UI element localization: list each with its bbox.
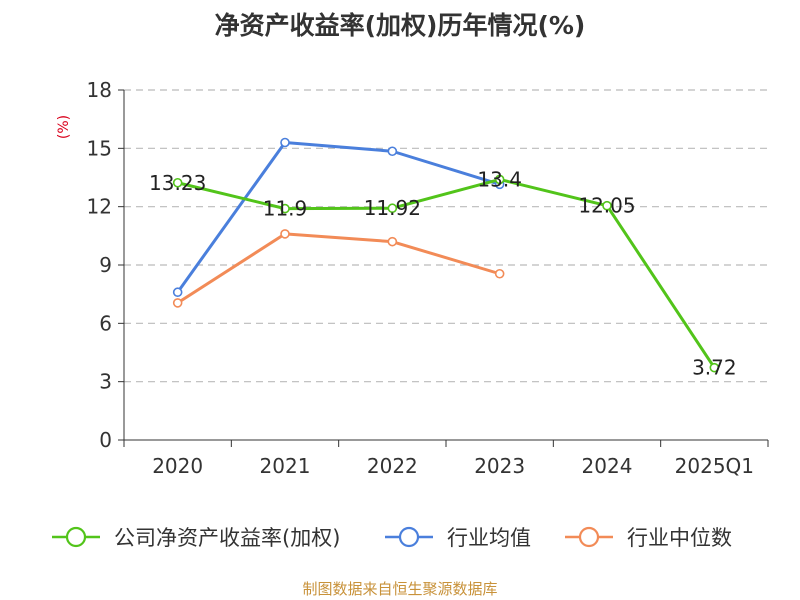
y-tick-label: 3: [99, 370, 112, 394]
legend-item-1[interactable]: 行业均值: [385, 526, 531, 550]
data-point: [494, 174, 505, 185]
legend-label: 公司净资产收益率(加权): [114, 526, 340, 550]
y-tick-label: 15: [87, 136, 112, 160]
data-point: [602, 200, 612, 211]
legend-marker: [398, 526, 420, 548]
source-footer: 制图数据来自恒生聚源数据库: [302, 580, 498, 598]
series-line-0: [177, 177, 716, 369]
y-tick-label: 0: [99, 428, 112, 452]
data-labels: 13.23 11.9 11.92 13.4 12.05 3.72: [149, 167, 737, 379]
x-tick-label: 2025Q1: [675, 454, 754, 478]
y-tick-label: 18: [87, 78, 112, 102]
legend-item-0[interactable]: 公司净资产收益率(加权): [52, 526, 340, 550]
data-point: [494, 268, 505, 279]
legend-item-2[interactable]: 行业中位数: [565, 526, 732, 550]
legend-marker: [65, 526, 87, 548]
data-label: 11.92: [364, 196, 421, 220]
x-tick-label: 2020: [152, 454, 203, 478]
data-point: [280, 203, 290, 214]
x-tick-label: 2021: [260, 454, 311, 478]
x-tick-label: 2023: [474, 454, 525, 478]
data-point: [387, 146, 398, 157]
data-label: 3.72: [692, 356, 737, 380]
data-label: 13.23: [149, 171, 206, 195]
data-point: [387, 236, 398, 247]
data-point: [280, 137, 290, 148]
legend-label: 行业均值: [447, 526, 531, 550]
axes: 0 3 6 9 12 15 18 (%) 2020 2021 2022 2023 2024 2025Q1: [56, 78, 769, 478]
legend-label: 行业中位数: [627, 526, 732, 550]
x-tick-label: 2022: [367, 454, 418, 478]
y-axis-label: (%): [56, 115, 72, 139]
grid-lines: [124, 89, 768, 383]
data-point: [709, 362, 720, 373]
x-tick-label: 2024: [582, 454, 633, 478]
data-label: 11.9: [263, 197, 308, 221]
chart-title: 净资产收益率(加权)历年情况(%): [214, 11, 586, 40]
data-point: [172, 298, 183, 308]
y-tick-label: 6: [99, 311, 112, 335]
data-point: [172, 177, 183, 188]
y-tick-label: 12: [87, 195, 112, 219]
legend-marker: [578, 526, 600, 548]
data-point: [172, 287, 183, 298]
series-line-2: [176, 232, 501, 305]
data-point: [387, 203, 398, 214]
data-label: 12.05: [578, 194, 635, 218]
legend[interactable]: 公司净资产收益率(加权) 行业均值 行业中位数: [52, 526, 732, 550]
data-point: [280, 229, 290, 239]
y-tick-label: 9: [99, 253, 112, 277]
series-group: [172, 137, 720, 373]
series-line-1: [176, 141, 501, 294]
data-label: 13.4: [477, 167, 522, 191]
